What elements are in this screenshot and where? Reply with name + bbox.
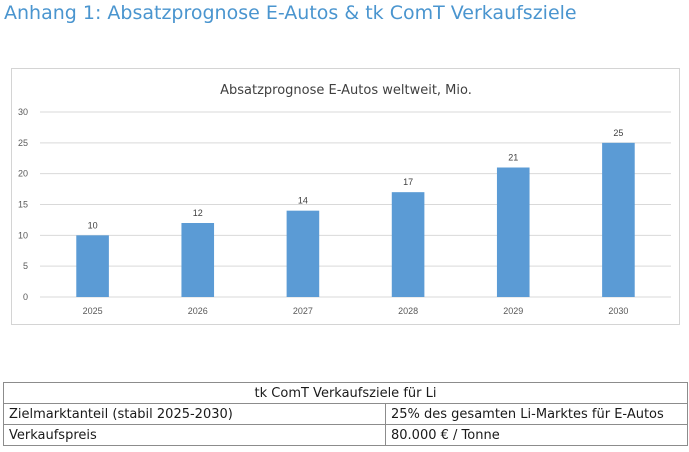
table-header: tk ComT Verkaufsziele für Li bbox=[3, 382, 688, 404]
chart-title: Absatzprognose E-Autos weltweit, Mio. bbox=[220, 83, 472, 98]
data-label-2026: 12 bbox=[193, 208, 203, 218]
row-value-market-share: 25% des gesamten Li-Marktes für E-Autos bbox=[385, 403, 688, 425]
bar-2026 bbox=[181, 223, 215, 297]
bar-2027 bbox=[286, 210, 320, 297]
table-row: Zielmarktanteil (stabil 2025-2030) 25% d… bbox=[3, 403, 688, 425]
data-label-2025: 10 bbox=[88, 220, 98, 230]
y-tick-label: 30 bbox=[18, 107, 28, 117]
y-tick-label: 25 bbox=[18, 138, 28, 148]
row-value-price: 80.000 € / Tonne bbox=[385, 424, 688, 446]
x-tick-label-2026: 2026 bbox=[188, 306, 208, 316]
x-tick-label-2030: 2030 bbox=[608, 306, 628, 316]
data-label-2027: 14 bbox=[298, 196, 308, 206]
bar-2029 bbox=[496, 167, 530, 297]
x-tick-label-2029: 2029 bbox=[503, 306, 523, 316]
page-title: Anhang 1: Absatzprognose E-Autos & tk Co… bbox=[4, 2, 577, 24]
y-tick-label: 20 bbox=[18, 169, 28, 179]
chart-svg: Absatzprognose E-Autos weltweit, Mio. 0 5… bbox=[18, 83, 671, 316]
data-labels: 10 12 14 17 21 25 bbox=[88, 128, 624, 230]
row-label-market-share: Zielmarktanteil (stabil 2025-2030) bbox=[3, 403, 386, 425]
table-header-row: tk ComT Verkaufsziele für Li bbox=[3, 382, 688, 404]
y-tick-label: 15 bbox=[18, 200, 28, 210]
table-row: Verkaufspreis 80.000 € / Tonne bbox=[3, 424, 688, 446]
bar-2028 bbox=[391, 192, 425, 297]
data-label-2030: 25 bbox=[613, 128, 623, 138]
data-label-2028: 17 bbox=[403, 177, 413, 187]
data-label-2029: 21 bbox=[508, 153, 518, 163]
bar-2030 bbox=[602, 142, 635, 297]
x-tick-label-2025: 2025 bbox=[83, 306, 103, 316]
y-tick-label: 0 bbox=[23, 292, 28, 302]
grid-lines bbox=[40, 111, 671, 298]
bar-chart: Absatzprognose E-Autos weltweit, Mio. 0 5… bbox=[11, 68, 680, 325]
row-label-price: Verkaufspreis bbox=[3, 424, 386, 446]
sales-targets-table: tk ComT Verkaufsziele für Li Zielmarktan… bbox=[3, 382, 688, 446]
x-axis-ticks: 2025 2026 2027 2028 2029 2030 bbox=[83, 306, 629, 316]
x-tick-label-2028: 2028 bbox=[398, 306, 418, 316]
y-tick-label: 10 bbox=[18, 230, 28, 240]
bar-2025 bbox=[76, 235, 109, 297]
x-tick-label-2027: 2027 bbox=[293, 306, 313, 316]
y-axis-ticks: 0 5 10 15 20 25 30 bbox=[18, 107, 28, 302]
bars bbox=[76, 142, 635, 297]
y-tick-label: 5 bbox=[23, 261, 28, 271]
